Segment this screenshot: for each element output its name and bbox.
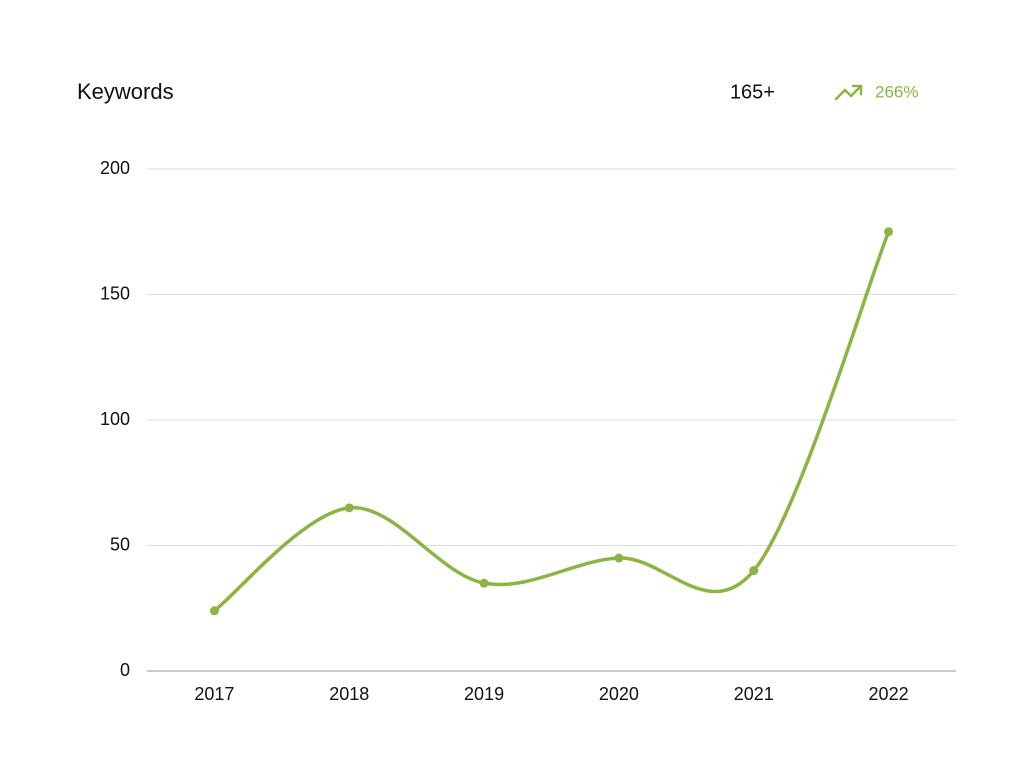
point <box>884 227 894 237</box>
point <box>614 553 624 563</box>
x-tick-label: 2020 <box>599 684 639 704</box>
point <box>749 566 759 576</box>
x-tick-label: 2022 <box>869 684 909 704</box>
y-tick-label: 150 <box>100 283 130 303</box>
trend-icon <box>834 84 863 101</box>
x-tick-label: 2021 <box>734 684 774 704</box>
x-tick-label: 2019 <box>464 684 504 704</box>
point <box>344 503 354 513</box>
y-tick-label: 100 <box>100 409 130 429</box>
stat: 165+ <box>730 81 775 103</box>
point <box>209 606 219 616</box>
y-tick-label: 50 <box>110 534 130 554</box>
y-tick-label: 200 <box>100 158 130 178</box>
chart-title: Keywords <box>77 79 174 104</box>
change: 266% <box>875 82 918 101</box>
x-tick-label: 2017 <box>194 684 234 704</box>
y-tick-label: 0 <box>120 660 130 680</box>
x-tick-label: 2018 <box>329 684 369 704</box>
line <box>213 231 891 613</box>
point <box>479 578 489 588</box>
